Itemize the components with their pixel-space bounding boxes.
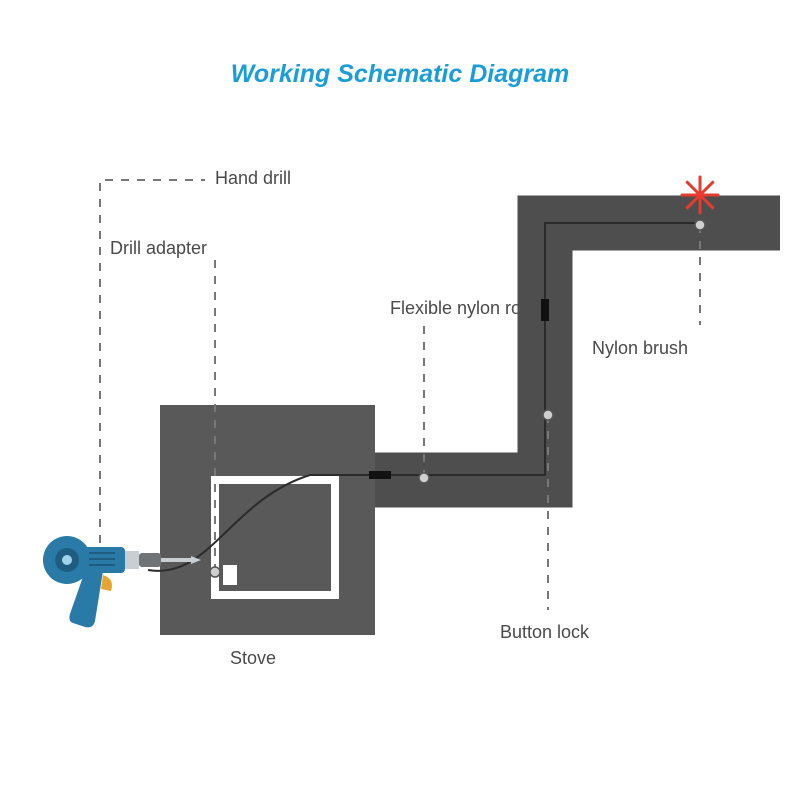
- stove-body: [160, 405, 375, 635]
- chimney-pipe: [375, 223, 780, 480]
- schematic-canvas: [0, 0, 800, 800]
- nylon-brush-icon: [682, 177, 718, 213]
